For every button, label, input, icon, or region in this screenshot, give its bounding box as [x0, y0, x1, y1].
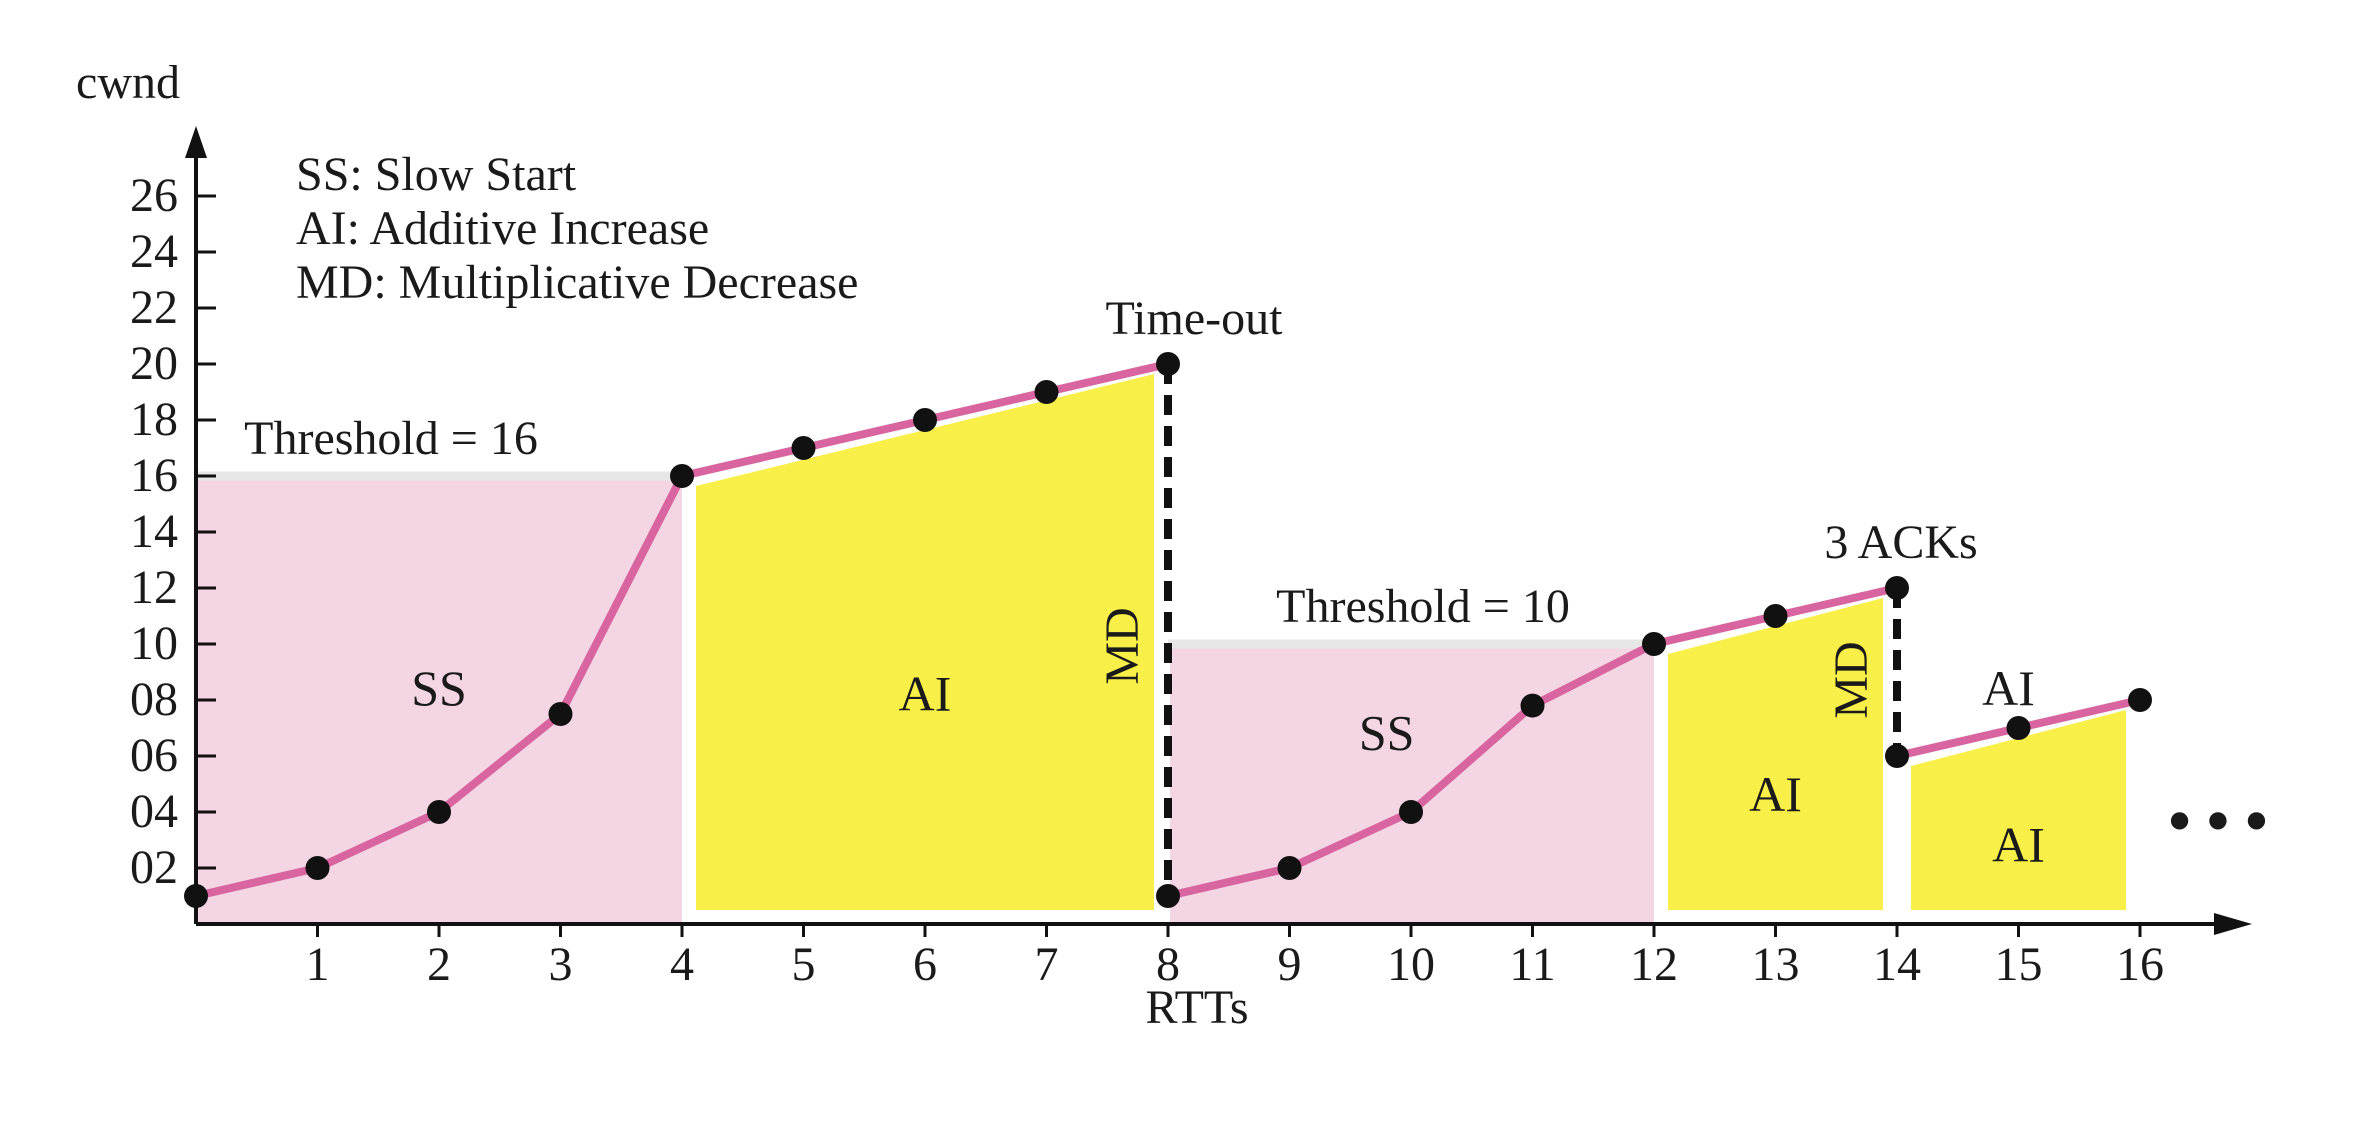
data-point — [2006, 716, 2031, 740]
y-tick-label: 02 — [130, 841, 178, 894]
x-tick-label: 14 — [1873, 938, 1921, 991]
data-point — [548, 702, 573, 726]
ai-region-1 — [696, 374, 1154, 910]
event-label-0: Time-out — [1106, 292, 1284, 345]
y-tick-label: 16 — [130, 449, 178, 502]
x-tick-label: 8 — [1156, 938, 1180, 991]
md-label-1: MD — [1825, 641, 1878, 718]
legend-item-ai: AI: Additive Increase — [296, 202, 709, 255]
threshold-lines — [196, 471, 1654, 649]
event-label-1: 3 ACKs — [1824, 516, 1977, 569]
x-tick-label: 5 — [792, 938, 816, 991]
data-point — [1034, 380, 1059, 404]
region-label-ss-0: SS — [411, 660, 467, 716]
x-tick-label: 11 — [1509, 938, 1555, 991]
y-tick-label: 08 — [130, 673, 178, 726]
threshold-label-1: Threshold = 10 — [1276, 580, 1570, 633]
md-events: Time-out MD 3 ACKs MD — [1096, 292, 1978, 896]
extra-label-0: AI — [1982, 660, 2035, 716]
y-tick-label: 24 — [130, 225, 178, 278]
data-point — [427, 800, 451, 824]
legend-item-md: MD: Multiplicative Decrease — [296, 256, 858, 309]
data-point — [1642, 632, 1666, 656]
region-label-ai-1: AI — [899, 665, 952, 721]
y-tick-label: 12 — [130, 561, 178, 614]
x-tick-label: 4 — [670, 938, 694, 991]
cwnd-series — [184, 352, 2152, 908]
continuation-dots: • • • — [2168, 785, 2267, 856]
y-tick-label: 04 — [130, 785, 178, 838]
x-tick-label: 2 — [427, 938, 451, 991]
y-tick-label: 22 — [130, 281, 178, 334]
y-tick-label: 06 — [130, 729, 178, 782]
x-axis-arrow — [2214, 913, 2252, 935]
x-tick-label: 10 — [1387, 938, 1435, 991]
x-tick-label: 6 — [913, 938, 937, 991]
axes: 1 2 3 4 5 6 7 8 9 10 11 12 13 14 15 1602040608101214161… — [130, 126, 2252, 991]
x-tick-label: 3 — [549, 938, 573, 991]
threshold-label-0: Threshold = 16 — [244, 412, 538, 465]
y-tick-label: 10 — [130, 617, 178, 670]
y-tick-label: 14 — [130, 505, 178, 558]
x-tick-label: 12 — [1630, 938, 1678, 991]
y-axis-arrow — [185, 126, 207, 158]
y-tick-label: 26 — [130, 169, 178, 222]
y-tick-label: 20 — [130, 337, 178, 390]
md-label-0: MD — [1096, 607, 1149, 684]
chart-labels: SS AI SS AI AI Threshold = 16 Threshold = 10 AI — [244, 412, 2045, 873]
x-tick-label: 16 — [2116, 938, 2164, 991]
region-label-ai-3: AI — [1749, 766, 1802, 822]
region-label-ss-2: SS — [1359, 705, 1415, 761]
x-tick-label: 7 — [1035, 938, 1059, 991]
data-point — [913, 408, 937, 432]
data-point — [1156, 352, 1180, 376]
x-tick-label: 1 — [306, 938, 330, 991]
data-point — [305, 856, 330, 880]
ai-region-4 — [1911, 710, 2126, 910]
ai-region-3 — [1668, 598, 1883, 910]
data-point — [1277, 856, 1302, 880]
data-point — [1763, 604, 1788, 628]
data-point — [184, 884, 208, 908]
region-label-ai-4: AI — [1992, 817, 2045, 873]
x-axis-title: RTTs — [1145, 981, 1248, 1034]
y-tick-label: 18 — [130, 393, 178, 446]
data-point — [1885, 744, 1909, 768]
x-tick-label: 13 — [1752, 938, 1800, 991]
data-point — [670, 464, 694, 488]
data-point — [1156, 884, 1180, 908]
legend: SS: Slow Start AI: Additive Increase MD:… — [296, 148, 858, 309]
data-point — [2128, 688, 2152, 712]
data-point — [1885, 576, 1909, 600]
x-tick-label: 9 — [1278, 938, 1302, 991]
legend-item-ss: SS: Slow Start — [296, 148, 577, 201]
data-point — [1399, 800, 1423, 824]
x-tick-label: 15 — [1995, 938, 2043, 991]
ss-region-0 — [198, 476, 682, 924]
data-point — [791, 436, 816, 460]
data-point — [1520, 693, 1545, 718]
y-axis-title: cwnd — [76, 56, 180, 109]
